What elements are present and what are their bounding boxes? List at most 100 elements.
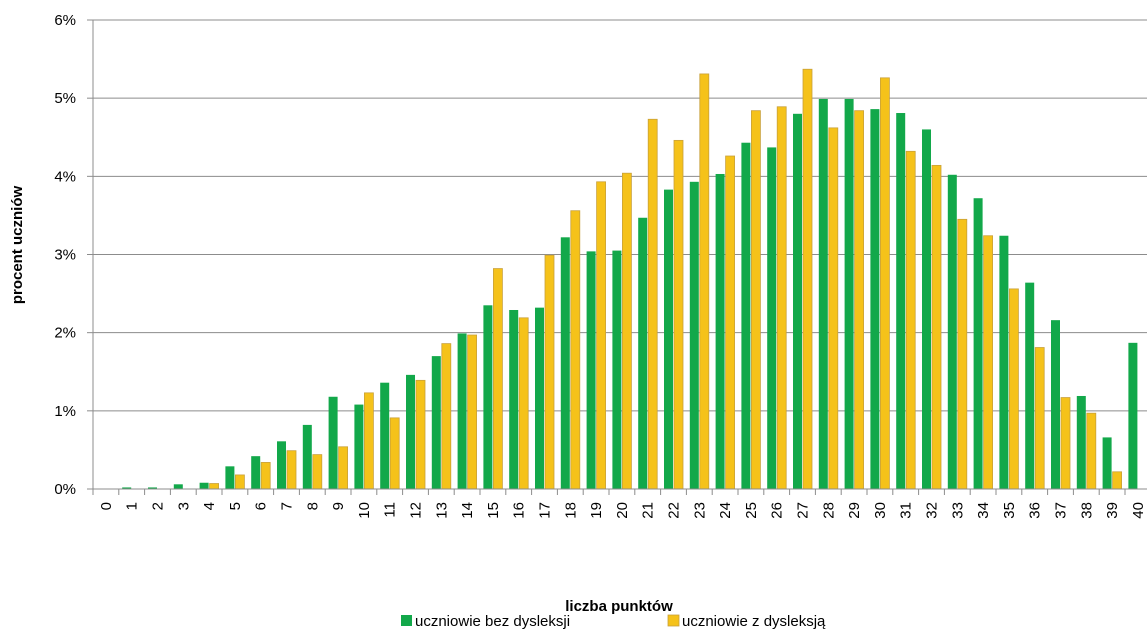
bar-bez-dysleksji-37	[1051, 320, 1060, 489]
x-tick-label: 36	[1027, 502, 1044, 519]
bar-bez-dysleksji-27	[793, 113, 802, 490]
bar-z-dysleksja-8	[312, 454, 323, 490]
bar-bez-dysleksji-29	[844, 98, 854, 489]
x-tick-label: 1	[124, 502, 141, 510]
bar-z-dysleksja-18	[570, 210, 581, 490]
x-tick-label: 18	[562, 502, 579, 519]
bar-z-dysleksja-7	[286, 450, 297, 490]
bar-z-dysleksja-17	[544, 254, 555, 490]
x-tick-label: 5	[227, 502, 244, 510]
bar-z-dysleksja-34	[983, 235, 993, 490]
bar-bez-dysleksji-11	[380, 382, 390, 489]
x-tick-label: 38	[1078, 502, 1095, 519]
bar-bez-dysleksji-17	[535, 307, 544, 489]
bar-bez-dysleksji-31	[896, 113, 906, 489]
x-tick-label: 32	[924, 502, 941, 519]
bar-z-dysleksja-32	[931, 164, 942, 490]
bar-bez-dysleksji-16	[509, 309, 519, 489]
bar-bez-dysleksji-6	[251, 456, 261, 489]
bar-bez-dysleksji-24	[715, 173, 725, 489]
bar-bez-dysleksji-40	[1128, 342, 1138, 489]
bar-z-dysleksja-14	[467, 334, 478, 490]
x-axis-ticks: 0 1 2 3 4 5 6 7 8 9 10 11 12 13 14 15 16 17 18 19 20 21 22 23 24…	[92, 489, 1147, 519]
bar-z-dysleksja-9	[338, 446, 349, 490]
bar-bez-dysleksji-14	[457, 333, 467, 489]
x-tick-label: 9	[330, 502, 347, 510]
bar-z-dysleksja-26	[776, 106, 787, 490]
bar-bez-dysleksji-23	[689, 181, 699, 489]
bar-z-dysleksja-31	[905, 150, 916, 490]
bar-z-dysleksja-30	[880, 77, 890, 490]
bar-bez-dysleksji-19	[586, 251, 596, 489]
bar-z-dysleksja-28	[828, 127, 839, 490]
bar-z-dysleksja-25	[751, 110, 761, 490]
bar-z-dysleksja-4	[209, 483, 220, 490]
x-tick-label: 27	[795, 502, 812, 519]
legend-swatch	[667, 614, 680, 627]
bar-bez-dysleksji-3	[173, 484, 183, 489]
x-tick-label: 40	[1130, 502, 1147, 519]
bar-z-dysleksja-13	[441, 343, 452, 490]
x-tick-label: 14	[459, 502, 476, 519]
legend-label: uczniowie bez dysleksji	[415, 613, 570, 630]
bar-bez-dysleksji-5	[225, 466, 235, 489]
bar-z-dysleksja-21	[647, 118, 658, 490]
bar-bez-dysleksji-28	[818, 98, 828, 489]
x-tick-label: 33	[949, 502, 966, 519]
bars	[122, 68, 1138, 490]
bar-bez-dysleksji-4	[199, 482, 209, 489]
x-tick-label: 20	[614, 502, 631, 519]
x-tick-label: 22	[666, 502, 683, 519]
x-tick-label: 2	[150, 502, 167, 510]
x-tick-label: 37	[1053, 502, 1070, 519]
axes	[92, 20, 1147, 490]
x-tick-label: 15	[485, 502, 502, 519]
y-tick-label: 5%	[54, 90, 76, 107]
x-tick-label: 21	[640, 502, 657, 519]
bar-z-dysleksja-16	[518, 317, 529, 490]
x-axis-title: liczba punktów	[565, 598, 673, 615]
bar-bez-dysleksji-12	[406, 374, 415, 489]
bar-bez-dysleksji-30	[870, 109, 880, 490]
bar-bez-dysleksji-2	[148, 487, 157, 489]
bar-z-dysleksja-12	[415, 379, 426, 490]
x-tick-label: 19	[588, 502, 605, 519]
bar-bez-dysleksji-10	[354, 404, 364, 489]
bar-bez-dysleksji-38	[1076, 395, 1086, 489]
bar-bez-dysleksji-1	[122, 487, 132, 489]
y-tick-label: 0%	[54, 481, 76, 498]
x-tick-label: 26	[769, 502, 786, 519]
x-tick-label: 12	[408, 502, 425, 519]
bar-bez-dysleksji-34	[973, 198, 983, 489]
bar-bez-dysleksji-18	[560, 237, 570, 489]
bar-bez-dysleksji-35	[999, 235, 1009, 489]
bar-z-dysleksja-22	[673, 139, 684, 490]
bar-z-dysleksja-38	[1086, 412, 1097, 490]
bar-z-dysleksja-36	[1034, 347, 1045, 490]
bar-z-dysleksja-5	[234, 474, 245, 490]
bar-bez-dysleksji-26	[767, 147, 777, 489]
x-tick-label: 34	[975, 502, 992, 519]
bar-z-dysleksja-6	[260, 462, 271, 490]
bar-bez-dysleksji-33	[947, 174, 957, 489]
x-tick-label: 11	[382, 502, 399, 518]
legend-swatch	[401, 615, 412, 626]
bar-z-dysleksja-15	[492, 268, 503, 490]
legend: uczniowie bez dysleksji uczniowie z dysle…	[401, 613, 826, 630]
bar-z-dysleksja-24	[725, 155, 735, 490]
bar-bez-dysleksji-21	[638, 217, 648, 490]
bar-bez-dysleksji-15	[483, 305, 493, 489]
x-tick-label: 6	[253, 502, 270, 510]
x-tick-label: 35	[1001, 502, 1018, 519]
bar-z-dysleksja-10	[363, 392, 374, 490]
x-tick-label: 29	[846, 502, 863, 519]
bar-bez-dysleksji-8	[302, 424, 312, 489]
x-tick-label: 3	[175, 502, 192, 510]
bar-z-dysleksja-11	[389, 417, 400, 490]
x-tick-label: 7	[279, 502, 296, 510]
x-tick-label: 10	[356, 502, 373, 519]
x-tick-label: 23	[691, 502, 708, 519]
y-tick-label: 2%	[54, 325, 76, 342]
x-tick-label: 13	[433, 502, 450, 519]
